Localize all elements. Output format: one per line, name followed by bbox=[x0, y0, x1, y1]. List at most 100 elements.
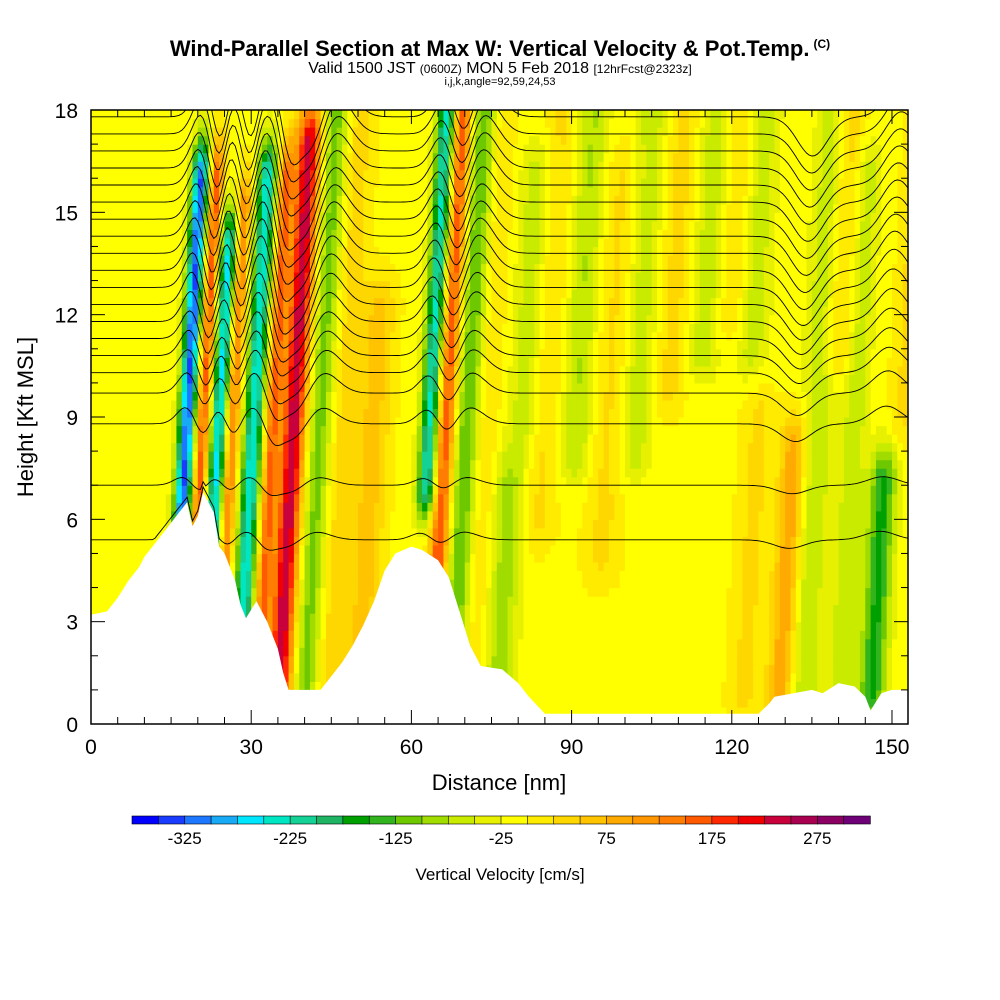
velocity-cell bbox=[219, 331, 226, 341]
velocity-cell bbox=[357, 408, 364, 418]
velocity-cell bbox=[155, 493, 162, 503]
velocity-cell bbox=[288, 144, 295, 154]
velocity-cell bbox=[400, 374, 407, 384]
velocity-cell bbox=[160, 110, 167, 120]
velocity-cell bbox=[197, 306, 204, 316]
velocity-cell bbox=[304, 613, 311, 623]
velocity-cell bbox=[160, 135, 167, 145]
velocity-cell bbox=[149, 408, 156, 418]
velocity-cell bbox=[139, 306, 145, 316]
velocity-cell bbox=[123, 468, 129, 478]
velocity-cell bbox=[411, 519, 418, 529]
velocity-cell bbox=[288, 630, 295, 640]
velocity-cell bbox=[283, 672, 290, 682]
velocity-cell bbox=[400, 399, 407, 410]
velocity-cell bbox=[336, 135, 343, 145]
velocity-cell bbox=[315, 647, 322, 657]
velocity-cell bbox=[395, 127, 402, 137]
velocity-cell bbox=[229, 527, 236, 537]
velocity-cell bbox=[448, 340, 455, 350]
velocity-cell bbox=[379, 144, 386, 154]
velocity-cell bbox=[390, 254, 396, 265]
velocity-cell bbox=[128, 152, 135, 162]
velocity-cell bbox=[368, 502, 375, 512]
velocity-cell bbox=[411, 110, 418, 120]
velocity-cell bbox=[176, 451, 183, 461]
velocity-cell bbox=[357, 186, 364, 196]
velocity-cell bbox=[432, 451, 439, 461]
velocity-cell bbox=[224, 323, 231, 333]
velocity-cell bbox=[288, 314, 295, 324]
velocity-cell bbox=[341, 374, 348, 384]
velocity-cell bbox=[149, 502, 156, 512]
velocity-cell bbox=[331, 561, 338, 572]
velocity-cell bbox=[91, 476, 97, 486]
velocity-cell bbox=[315, 272, 322, 282]
velocity-cell bbox=[160, 391, 167, 401]
velocity-cell bbox=[251, 527, 258, 537]
velocity-cell bbox=[325, 127, 332, 137]
velocity-cell bbox=[176, 382, 183, 393]
velocity-cell bbox=[325, 212, 332, 222]
velocity-cell bbox=[395, 297, 402, 307]
velocity-cell bbox=[213, 195, 220, 205]
velocity-cell bbox=[315, 365, 322, 375]
velocity-cell bbox=[304, 451, 311, 461]
velocity-cell bbox=[240, 331, 247, 341]
velocity-cell bbox=[187, 118, 194, 128]
velocity-cell bbox=[448, 263, 455, 273]
velocity-cell bbox=[91, 229, 97, 239]
velocity-cell bbox=[438, 135, 445, 145]
velocity-cell bbox=[293, 246, 300, 256]
velocity-cell bbox=[448, 519, 455, 529]
velocity-cell bbox=[149, 195, 156, 205]
velocity-cell bbox=[107, 570, 113, 580]
velocity-cell bbox=[443, 348, 450, 358]
velocity-cell bbox=[331, 647, 338, 657]
velocity-cell bbox=[229, 434, 236, 444]
velocity-cell bbox=[261, 604, 268, 614]
velocity-cell bbox=[203, 246, 210, 256]
velocity-cell bbox=[374, 237, 380, 248]
velocity-cell bbox=[277, 195, 284, 205]
velocity-cell bbox=[395, 519, 402, 529]
velocity-cell bbox=[251, 254, 258, 265]
velocity-cell bbox=[101, 144, 108, 154]
velocity-cell bbox=[256, 544, 263, 555]
velocity-cell bbox=[336, 408, 343, 418]
velocity-cell bbox=[395, 220, 402, 230]
velocity-cell bbox=[91, 468, 97, 478]
velocity-cell bbox=[139, 203, 145, 213]
velocity-cell bbox=[406, 485, 412, 495]
velocity-cell bbox=[293, 297, 300, 307]
velocity-cell bbox=[155, 357, 162, 367]
velocity-cell bbox=[299, 536, 306, 546]
velocity-cell bbox=[336, 178, 343, 188]
velocity-cell bbox=[288, 357, 295, 367]
velocity-cell bbox=[299, 152, 306, 162]
velocity-cell bbox=[395, 323, 402, 333]
velocity-cell bbox=[101, 340, 108, 350]
velocity-cell bbox=[277, 451, 284, 461]
velocity-cell bbox=[325, 596, 332, 606]
velocity-cell bbox=[384, 382, 391, 393]
velocity-cell bbox=[165, 374, 172, 384]
velocity-cell bbox=[208, 468, 215, 478]
velocity-cell bbox=[357, 110, 364, 120]
velocity-cell bbox=[128, 399, 135, 410]
velocity-cell bbox=[320, 408, 327, 418]
velocity-cell bbox=[352, 374, 359, 384]
velocity-cell bbox=[406, 272, 412, 282]
velocity-cell bbox=[235, 229, 242, 239]
velocity-cell bbox=[390, 399, 396, 410]
velocity-cell bbox=[123, 280, 129, 290]
velocity-cell bbox=[107, 374, 113, 384]
velocity-cell bbox=[219, 246, 226, 256]
velocity-cell bbox=[336, 118, 343, 128]
velocity-cell bbox=[251, 127, 258, 137]
velocity-cell bbox=[320, 561, 327, 572]
velocity-cell bbox=[288, 399, 295, 410]
velocity-cell bbox=[416, 382, 423, 393]
velocity-cell bbox=[101, 579, 108, 589]
velocity-cell bbox=[432, 357, 439, 367]
